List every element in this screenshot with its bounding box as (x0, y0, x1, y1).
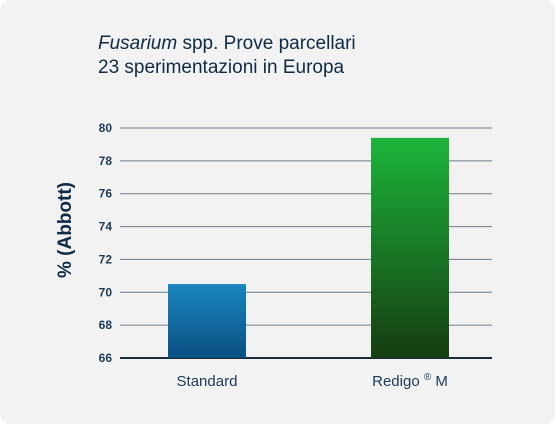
chart-subtitle: 23 sperimentazioni in Europa (98, 57, 345, 78)
title-italic: Fusarium (98, 33, 178, 54)
y-tick-label: 80 (99, 121, 113, 135)
y-tick-label: 78 (99, 154, 113, 168)
title-rest: spp. Prove parcellari (177, 33, 356, 54)
bar-redigo-m (371, 137, 449, 358)
x-category-label: Standard (177, 373, 238, 390)
x-category-label: Redigo ® M (372, 372, 448, 390)
bar-standard (168, 284, 246, 358)
y-tick-label: 68 (99, 318, 113, 332)
chart-title-line1: Fusarium spp. Prove parcellari (98, 32, 356, 56)
y-tick-label: 74 (99, 220, 113, 234)
y-tick-label: 70 (99, 285, 113, 299)
y-tick-label: 66 (99, 351, 113, 365)
y-tick-label: 76 (99, 187, 113, 201)
chart-title: Fusarium spp. Prove parcellari 23 sperim… (98, 32, 356, 80)
y-tick-label: 72 (99, 252, 113, 266)
